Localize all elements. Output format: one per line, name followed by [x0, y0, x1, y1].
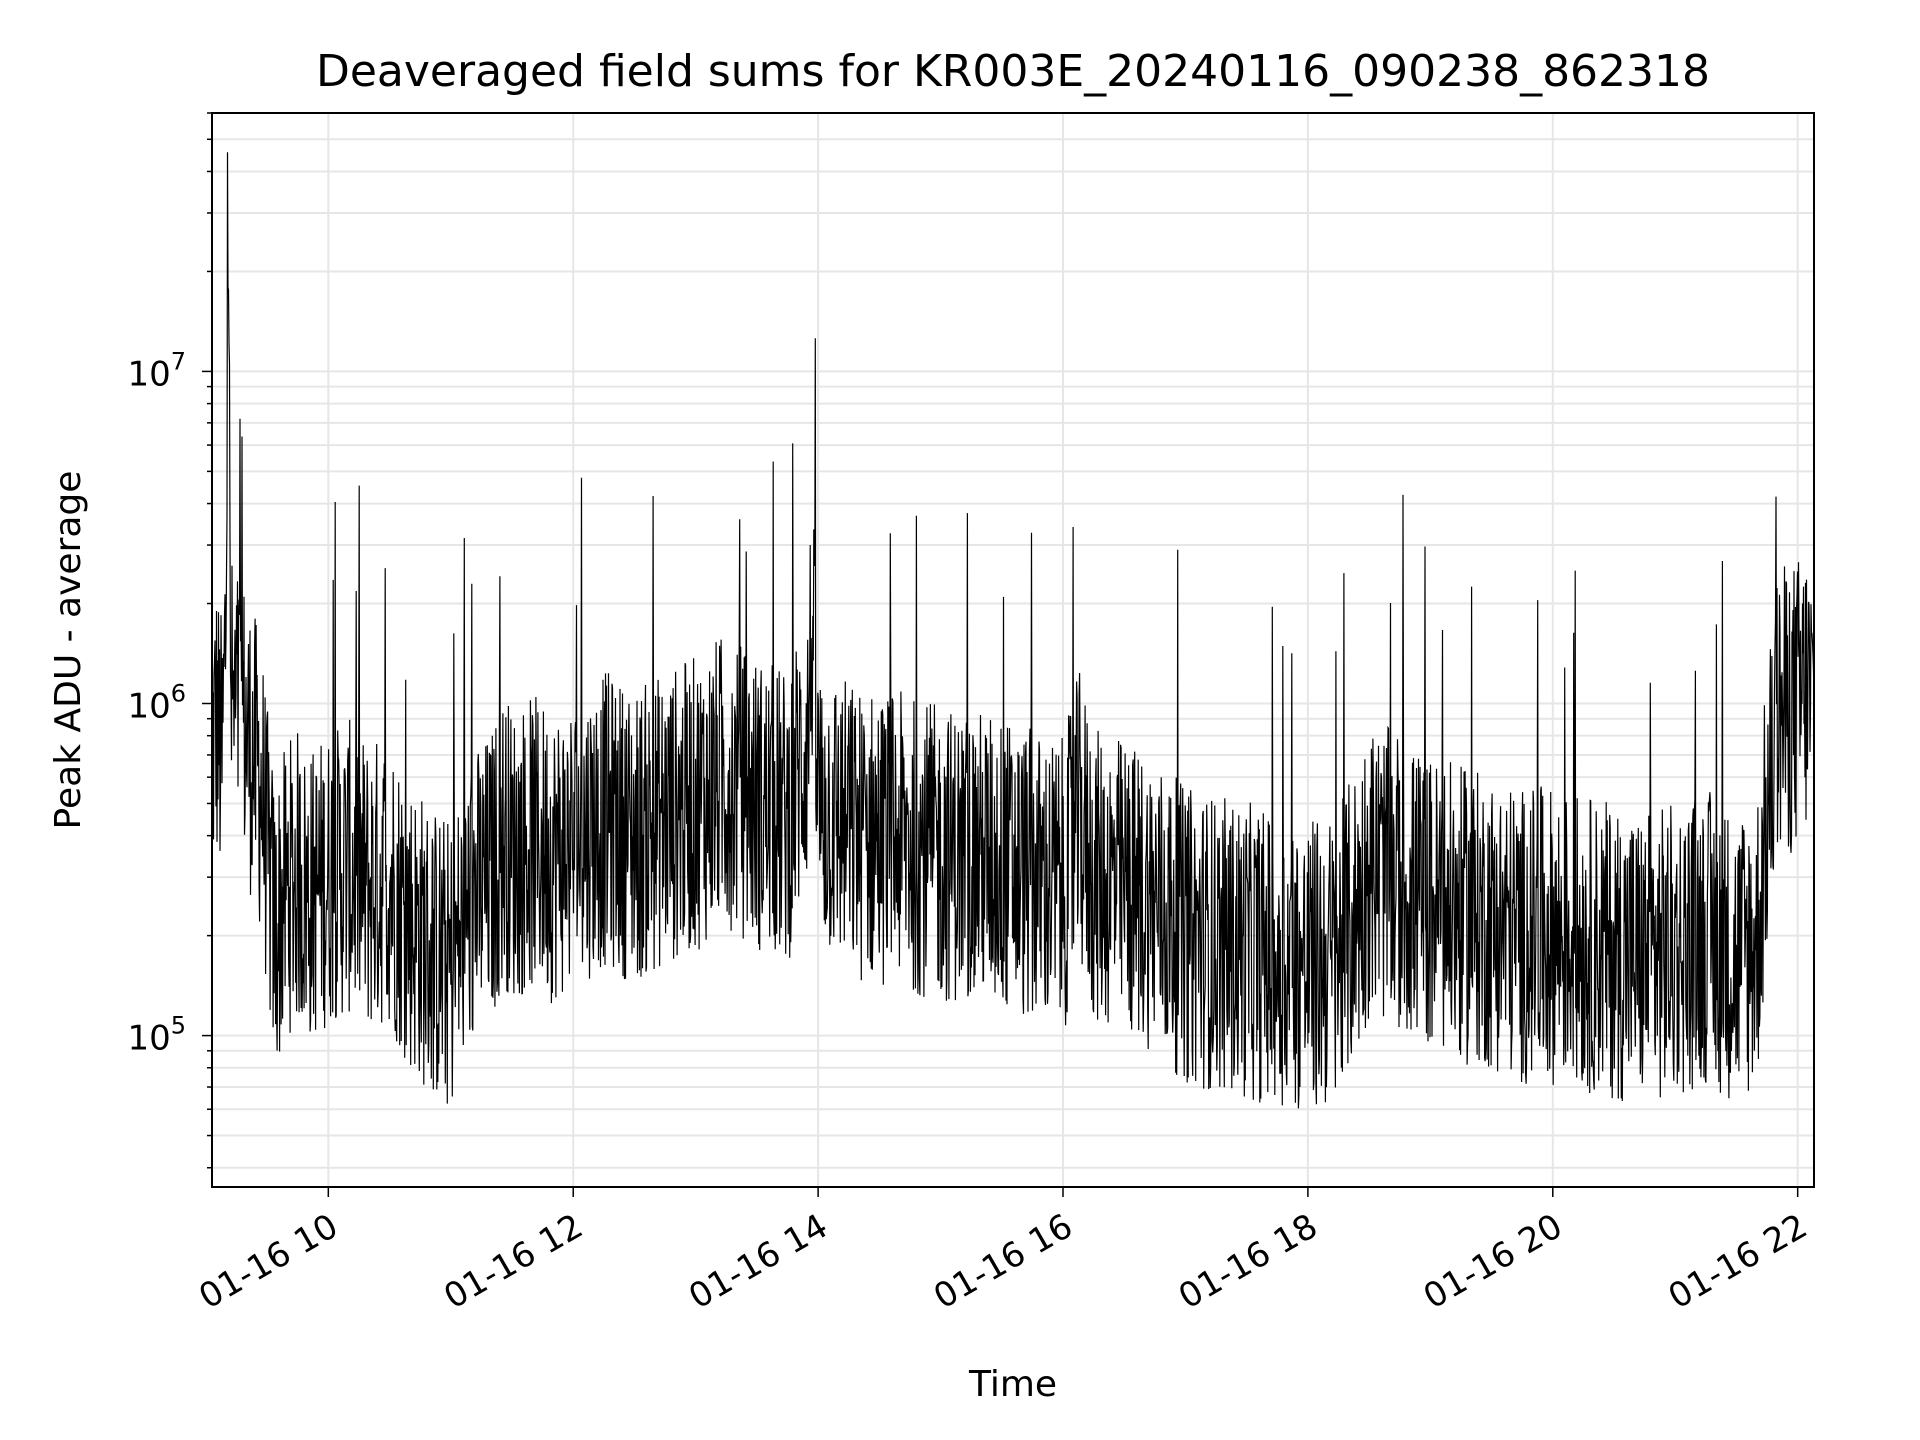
- y-tick-label: 107: [127, 347, 186, 394]
- y-axis-label: Peak ADU - average: [48, 471, 89, 830]
- x-axis-label: Time: [968, 1364, 1057, 1405]
- chart-title: Deaveraged field sums for KR003E_2024011…: [316, 46, 1710, 97]
- plot-frame: [211, 112, 1815, 1188]
- series-line: [211, 152, 1815, 1109]
- plot-area: [211, 152, 1815, 1109]
- y-tick-label: 105: [127, 1012, 186, 1059]
- y-tick-label: 106: [127, 680, 186, 727]
